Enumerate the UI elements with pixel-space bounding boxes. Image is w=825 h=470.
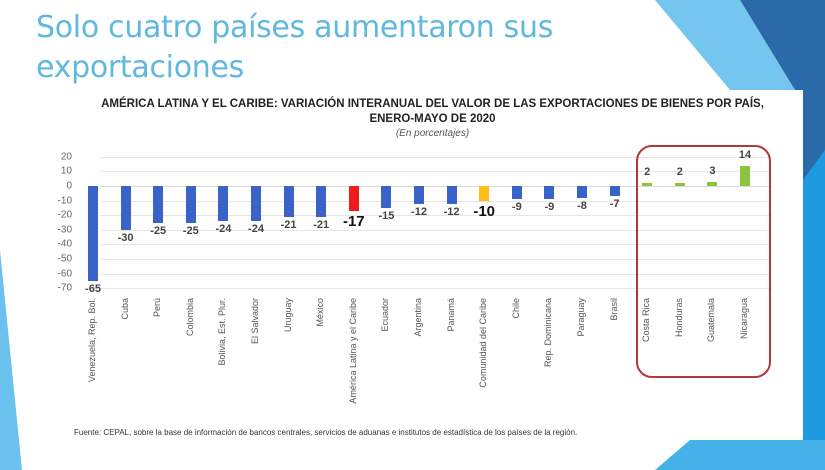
- bar-value-label: -12: [443, 205, 460, 218]
- bar: [446, 186, 457, 204]
- gridline: [100, 259, 770, 260]
- y-axis-tick: 0: [66, 180, 72, 192]
- bar-value-label: -30: [117, 231, 134, 244]
- bar-value-label: 14: [738, 148, 752, 161]
- bar: [120, 186, 131, 230]
- gridline: [100, 186, 770, 187]
- gridline: [100, 288, 770, 290]
- bar-value-label: -7: [609, 198, 620, 211]
- bar: [740, 165, 750, 186]
- bar-value-label: -25: [150, 224, 167, 237]
- x-axis-label: Panamá: [445, 298, 456, 332]
- x-axis-label: Uruguay: [282, 298, 293, 333]
- x-axis-label: Cuba: [119, 298, 130, 320]
- y-axis-tick: -70: [57, 282, 72, 294]
- bar: [511, 186, 522, 200]
- x-axis-label: Colombia: [184, 298, 195, 337]
- y-axis-tick: 10: [60, 165, 72, 177]
- source-note: Fuente: CEPAL, sobre la base de informac…: [74, 428, 578, 437]
- bar: [479, 186, 490, 201]
- bar: [88, 186, 98, 281]
- x-axis-label: América Latina y el Caribe: [347, 298, 358, 404]
- bar: [348, 186, 359, 211]
- x-axis-label: Rep. Dominicana: [543, 298, 554, 368]
- bar: [642, 183, 653, 186]
- bar: [544, 186, 555, 200]
- chart-subtitle: (En porcentajes): [395, 128, 470, 139]
- bar: [577, 186, 587, 198]
- bar-value-label: -8: [577, 199, 587, 212]
- x-axis-label: Venezuela, Rep. Bol.: [87, 298, 97, 383]
- gridline: [100, 229, 770, 231]
- bar-value-label: -9: [544, 201, 555, 214]
- bar: [609, 186, 620, 197]
- x-axis-label: México: [315, 298, 326, 327]
- slide-title-line1: Solo cuatro países aumentaron sus: [36, 10, 554, 45]
- bar: [381, 186, 392, 208]
- bar: [153, 186, 164, 223]
- bar-value-label: -9: [511, 201, 522, 214]
- gridline: [100, 244, 770, 246]
- bar-value-label: 2: [644, 166, 651, 179]
- bar: [251, 186, 261, 222]
- chart-panel: AMÉRICA LATINA Y EL CARIBE: VARIACIÓN IN…: [58, 90, 803, 440]
- bar-value-label: -17: [342, 212, 365, 230]
- gridline: [100, 171, 770, 173]
- slide-title: Solo cuatro países aumentaron sus export…: [36, 8, 553, 88]
- x-axis-label: Paraguay: [576, 298, 586, 337]
- bar-value-label: -15: [378, 209, 395, 222]
- gridline: [100, 215, 770, 217]
- x-axis-label: Brasil: [608, 298, 619, 321]
- bar-value-label: -12: [411, 205, 427, 218]
- bar-value-label: 3: [709, 164, 716, 177]
- chart-title-line1: AMÉRICA LATINA Y EL CARIBE: VARIACIÓN IN…: [101, 98, 764, 110]
- x-axis-label: Bolivia, Est. Plur.: [217, 298, 228, 366]
- y-axis-tick: -30: [57, 224, 72, 236]
- x-axis-label: Ecuador: [380, 298, 391, 332]
- gridline: [100, 156, 770, 158]
- y-axis-tick: -20: [57, 209, 72, 221]
- bar: [414, 186, 424, 204]
- bar-value-label: -24: [248, 223, 264, 236]
- x-axis-label: Chile: [510, 298, 521, 319]
- x-axis-label: Perú: [152, 298, 163, 318]
- bar-value-label: -21: [313, 218, 330, 231]
- y-axis-tick: -40: [57, 238, 72, 250]
- y-axis-tick: 20: [60, 151, 72, 163]
- bar-value-label: -21: [280, 218, 297, 231]
- bar: [316, 186, 327, 217]
- bar-value-label: 2: [676, 166, 683, 179]
- y-axis-tick: -60: [57, 268, 72, 280]
- x-axis-label: El Salvador: [250, 298, 260, 345]
- bar-value-label: -10: [473, 202, 496, 220]
- y-axis-tick: -50: [57, 253, 72, 265]
- highlight-box-positive-growth: [636, 145, 771, 378]
- gridline: [100, 200, 770, 202]
- chart-title-line2: ENERO-MAYO DE 2020: [369, 113, 496, 125]
- slide-title-line2: exportaciones: [36, 50, 244, 85]
- bar-value-label: -25: [182, 224, 199, 237]
- bar-value-label: -65: [85, 282, 101, 295]
- bar: [674, 183, 685, 186]
- gridline: [100, 273, 770, 275]
- bar: [283, 186, 294, 217]
- chart-title: AMÉRICA LATINA Y EL CARIBE: VARIACIÓN IN…: [62, 97, 803, 127]
- bar: [218, 186, 229, 222]
- bar-value-label: -24: [215, 223, 232, 236]
- y-axis-tick: -10: [57, 195, 72, 207]
- x-axis-label: Argentina: [413, 298, 423, 337]
- x-axis-label: Comunidad del Caribe: [478, 298, 489, 388]
- bar: [707, 181, 718, 186]
- bar: [185, 186, 196, 223]
